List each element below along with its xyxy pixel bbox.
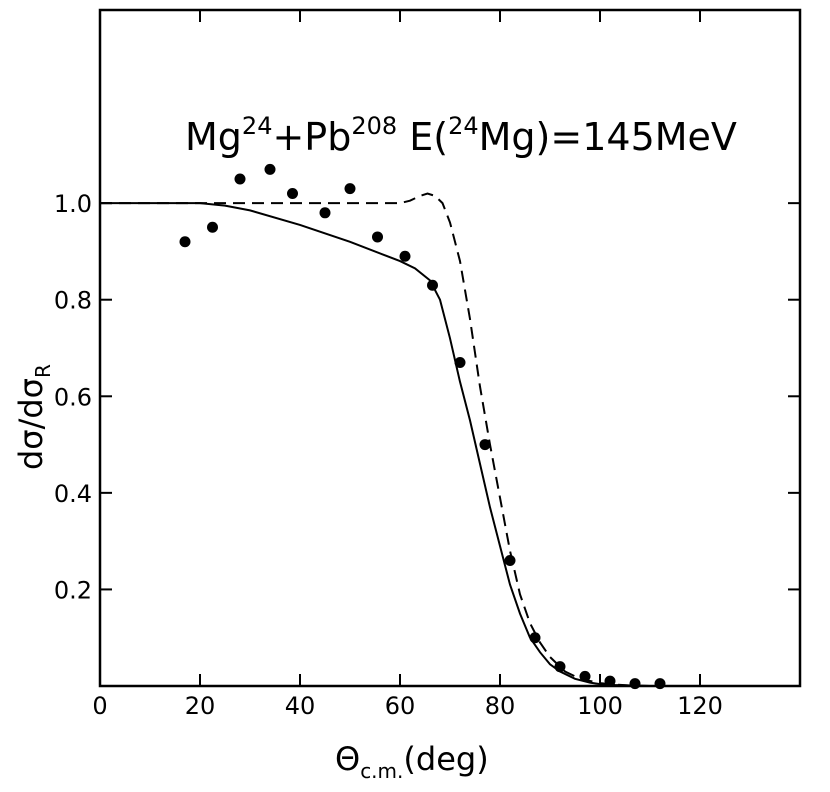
data-point [629,678,641,690]
y-axis-subscript: R [31,364,55,378]
y-tick-label: 0.2 [54,576,92,604]
y-axis-title: dσ/dσR [12,364,55,470]
dashed-curve [100,192,651,687]
y-tick-label: 0.6 [54,383,92,411]
data-point [479,439,491,451]
data-point [579,670,591,682]
x-axis-symbol: Θ [335,740,360,778]
data-point [179,236,191,248]
data-point [654,678,666,690]
data-point [554,661,566,673]
data-point [529,632,541,644]
title-sup-2: 208 [351,112,397,140]
x-tick-label: 20 [185,692,216,720]
title-part-1: Mg [185,115,242,159]
chart-title: Mg24+Pb208 E(24Mg)=145MeV [185,112,737,159]
data-point [454,356,466,368]
data-points [179,163,666,690]
axis-ticks [99,10,800,686]
y-axis-main: dσ/dσ [12,378,50,470]
data-point [207,221,218,233]
x-tick-label: 0 [92,692,107,720]
solid-curve [100,202,651,687]
y-tick-label: 0.4 [54,480,92,508]
plot-frame [98,8,802,688]
title-sup-1: 24 [242,112,273,140]
x-tick-label: 100 [577,692,623,720]
data-point [504,554,516,566]
x-tick-label: 60 [385,692,416,720]
title-part-3: E( [397,115,448,159]
title-part-2: +Pb [272,115,351,159]
x-axis-subscript: c.m. [360,759,403,783]
data-point [344,183,356,195]
data-point [319,207,331,219]
x-axis-unit: (deg) [403,740,488,778]
title-part-4: Mg)=145MeV [479,115,737,159]
x-tick-label: 80 [485,692,516,720]
data-point [234,173,246,185]
title-sup-3: 24 [448,112,479,140]
y-tick-label: 0.8 [54,287,92,315]
data-point [427,279,438,291]
x-tick-label: 120 [677,692,723,720]
tick-labels: 0 20 40 60 80 100 120 0.2 0.4 0.6 0.8 1.0 [54,190,723,720]
data-point [264,163,276,175]
data-point [604,675,616,687]
y-tick-label: 1.0 [54,190,92,218]
data-point [399,250,411,262]
data-point [372,231,383,243]
x-axis-title: Θc.m.(deg) [335,740,489,783]
x-tick-label: 40 [285,692,316,720]
data-point [287,187,298,199]
